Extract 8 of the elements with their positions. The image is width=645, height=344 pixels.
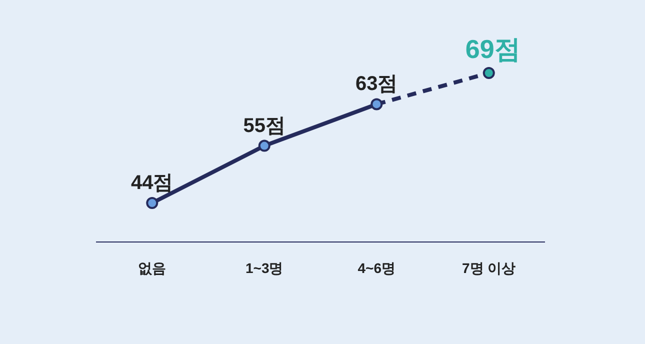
- data-label: 69점: [465, 34, 520, 64]
- x-tick-label: 4~6명: [358, 260, 396, 276]
- data-label: 55점: [243, 114, 286, 137]
- x-tick-label: 없음: [138, 260, 166, 276]
- data-label: 63점: [356, 73, 398, 96]
- x-tick-label: 1~3명: [246, 260, 284, 276]
- x-tick-label: 7명 이상: [462, 260, 516, 276]
- data-label: 44점: [131, 172, 174, 194]
